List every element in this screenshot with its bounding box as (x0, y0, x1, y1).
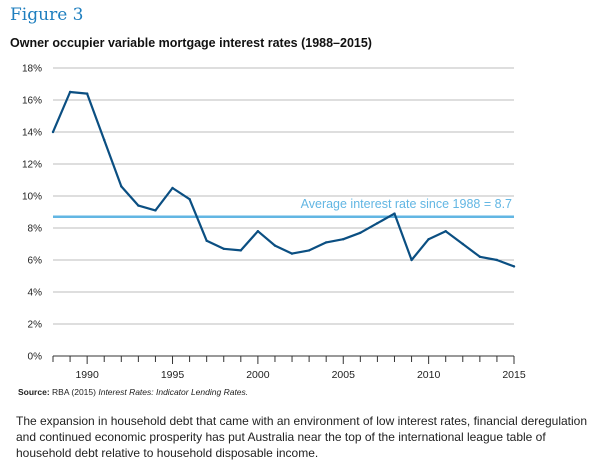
data-point (376, 222, 379, 225)
data-point (359, 231, 362, 234)
data-point (171, 186, 174, 190)
x-tick-label: 2005 (332, 369, 356, 381)
data-point (154, 209, 157, 212)
data-point (393, 212, 396, 215)
y-tick-label: 8% (28, 224, 43, 235)
source-italic: Interest Rates: Indicator Lending Rates. (98, 387, 249, 397)
x-tick-label: 2000 (246, 369, 270, 381)
data-point (205, 239, 208, 242)
line-chart: 0% 2% 4% 6% 8% 10% 12% 14% 16% 18% 1990 1995 2000 20… (22, 64, 526, 382)
figure-label: Figure 3 (10, 5, 84, 25)
data-point (85, 92, 89, 95)
y-tick-label: 14% (22, 128, 42, 139)
grid-lines (53, 67, 514, 325)
average-line-label: Average interest rate since 1988 = 8.7 (301, 197, 512, 211)
average-line-group: Average interest rate since 1988 = 8.7 (53, 197, 514, 219)
data-point (461, 242, 464, 246)
data-point (273, 244, 277, 247)
data-point (444, 230, 447, 233)
chart-title: Owner occupier variable mortgage interes… (10, 36, 372, 50)
y-axis-tick-labels: 0% 2% 4% 6% 8% 10% 12% 14% 16% 18% (22, 64, 42, 363)
source-note: Source: RBA (2015) Interest Rates: Indic… (18, 387, 248, 397)
data-point (495, 258, 499, 262)
x-tick-label: 2015 (502, 369, 526, 381)
x-tick-label: 1995 (161, 369, 185, 381)
data-point (307, 249, 311, 252)
data-point (68, 90, 72, 94)
data-point (290, 252, 294, 255)
x-tick-label: 1990 (75, 369, 99, 381)
data-point (137, 204, 140, 207)
y-tick-label: 0% (28, 352, 43, 363)
series-line (51, 90, 516, 268)
y-tick-label: 12% (22, 160, 42, 171)
x-axis: 1990 1995 2000 2005 2010 2015 (52, 355, 526, 381)
data-point (103, 138, 106, 142)
x-tick-label: 2010 (417, 369, 441, 381)
series-group (51, 90, 516, 268)
y-tick-label: 10% (22, 192, 42, 203)
data-point (51, 130, 55, 134)
y-tick-label: 16% (22, 96, 42, 107)
y-tick-label: 2% (28, 320, 43, 331)
data-point (188, 198, 191, 201)
source-label: Source: (18, 387, 50, 397)
y-tick-label: 18% (22, 64, 42, 75)
figure-caption: The expansion in household debt that cam… (16, 414, 588, 460)
data-point (222, 247, 225, 250)
data-point (239, 249, 243, 252)
y-tick-label: 6% (28, 256, 43, 267)
data-point (478, 255, 482, 258)
data-point (256, 230, 260, 233)
source-text: RBA (2015) (52, 387, 96, 397)
data-point (120, 185, 123, 188)
data-point (410, 258, 413, 262)
y-tick-label: 4% (28, 288, 43, 299)
data-point (324, 241, 328, 244)
data-point (342, 238, 345, 241)
data-point (512, 265, 516, 268)
data-point (427, 238, 430, 241)
